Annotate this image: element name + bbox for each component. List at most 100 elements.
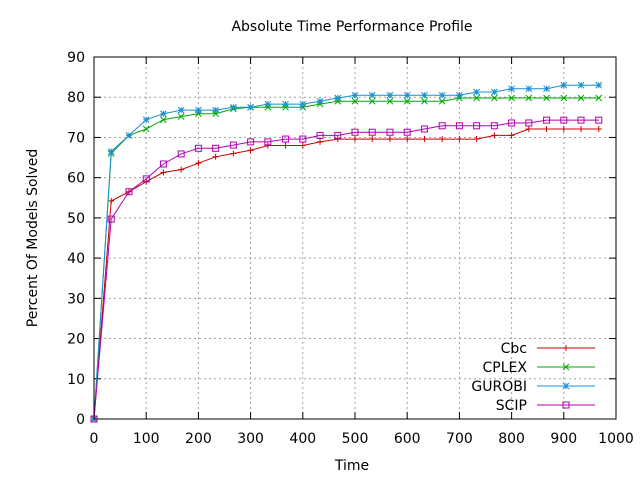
data-point bbox=[404, 136, 411, 143]
data-point bbox=[578, 125, 585, 132]
legend-marker bbox=[562, 363, 570, 371]
data-point bbox=[595, 116, 603, 124]
legend-entry: SCIP bbox=[496, 398, 595, 414]
data-point bbox=[282, 135, 290, 143]
data-point bbox=[386, 128, 394, 136]
data-point bbox=[212, 144, 220, 152]
data-point bbox=[125, 188, 133, 196]
x-tick-label: 100 bbox=[133, 431, 160, 447]
x-tick-label: 200 bbox=[185, 431, 212, 447]
series-layer bbox=[90, 81, 603, 423]
x-tick-label: 0 bbox=[90, 431, 99, 447]
x-tick-label: 1000 bbox=[598, 431, 634, 447]
data-point bbox=[334, 94, 342, 102]
data-point bbox=[421, 97, 428, 105]
data-point bbox=[264, 138, 272, 146]
y-tick-label: 30 bbox=[67, 291, 85, 307]
data-point bbox=[264, 103, 272, 111]
legend-entry: Cbc bbox=[501, 341, 595, 357]
data-point bbox=[108, 197, 115, 204]
legend-label: Cbc bbox=[501, 341, 527, 357]
x-tick-label: 300 bbox=[237, 431, 264, 447]
data-point bbox=[560, 125, 567, 132]
data-point bbox=[560, 116, 568, 124]
data-point bbox=[334, 136, 341, 143]
data-point bbox=[438, 97, 446, 105]
legend-marker bbox=[563, 345, 569, 351]
series-line bbox=[93, 97, 599, 420]
data-point bbox=[212, 106, 219, 114]
series-gurobi bbox=[90, 81, 603, 423]
data-point bbox=[282, 103, 289, 111]
x-tick-label: 500 bbox=[342, 431, 369, 447]
legend-label: CPLEX bbox=[483, 360, 528, 376]
x-tick-label: 600 bbox=[394, 431, 421, 447]
data-point bbox=[299, 142, 306, 149]
data-point bbox=[299, 103, 307, 111]
data-point bbox=[230, 150, 237, 157]
data-point bbox=[439, 136, 446, 143]
data-point bbox=[473, 122, 481, 130]
data-point bbox=[543, 85, 550, 93]
data-point bbox=[125, 132, 133, 139]
data-point bbox=[543, 116, 551, 124]
data-point bbox=[473, 94, 480, 102]
data-point bbox=[577, 94, 585, 102]
data-point bbox=[595, 94, 603, 102]
data-point bbox=[508, 85, 515, 93]
x-tick-label: 400 bbox=[289, 431, 316, 447]
data-point bbox=[456, 136, 463, 143]
data-point bbox=[142, 116, 150, 124]
legend-label: SCIP bbox=[496, 398, 527, 414]
data-point bbox=[491, 94, 498, 102]
y-tick-label: 60 bbox=[67, 171, 85, 187]
data-point bbox=[177, 113, 185, 120]
plot-frame bbox=[93, 56, 617, 420]
data-point bbox=[195, 160, 202, 167]
data-point bbox=[316, 97, 324, 105]
data-point bbox=[525, 119, 533, 127]
y-tick-label: 50 bbox=[67, 211, 85, 227]
data-point bbox=[508, 132, 515, 139]
x-tick-label: 800 bbox=[498, 431, 525, 447]
data-point bbox=[525, 85, 533, 93]
y-tick-label: 90 bbox=[67, 50, 85, 66]
data-point bbox=[212, 153, 219, 160]
data-point bbox=[473, 88, 480, 96]
data-point bbox=[282, 100, 289, 108]
data-point bbox=[107, 215, 115, 223]
data-point bbox=[178, 166, 185, 173]
data-point bbox=[317, 138, 324, 145]
data-point bbox=[438, 122, 446, 130]
data-point bbox=[334, 97, 342, 105]
y-tick-label: 80 bbox=[67, 90, 85, 106]
data-point bbox=[595, 125, 602, 132]
data-point bbox=[299, 135, 307, 143]
grid-layer bbox=[94, 57, 616, 419]
data-point bbox=[316, 131, 324, 139]
data-point bbox=[159, 160, 167, 168]
data-point bbox=[421, 136, 428, 143]
data-point bbox=[421, 91, 428, 99]
data-point bbox=[334, 131, 342, 139]
data-point bbox=[352, 136, 358, 143]
data-point bbox=[142, 175, 150, 183]
y-axis-label: Percent Of Models Solved bbox=[25, 149, 41, 327]
data-point bbox=[491, 132, 498, 139]
data-point bbox=[177, 106, 185, 114]
data-point bbox=[560, 81, 568, 89]
data-point bbox=[508, 94, 515, 102]
data-point bbox=[194, 144, 202, 152]
data-point bbox=[351, 128, 359, 136]
data-point bbox=[264, 142, 271, 149]
data-point bbox=[229, 141, 237, 149]
data-point bbox=[299, 100, 307, 108]
legend-marker bbox=[562, 401, 570, 409]
data-point bbox=[386, 136, 393, 143]
data-point bbox=[369, 136, 376, 143]
x-axis-label: Time bbox=[334, 458, 369, 474]
legend-entry: GUROBI bbox=[471, 379, 595, 395]
data-point bbox=[456, 91, 463, 99]
